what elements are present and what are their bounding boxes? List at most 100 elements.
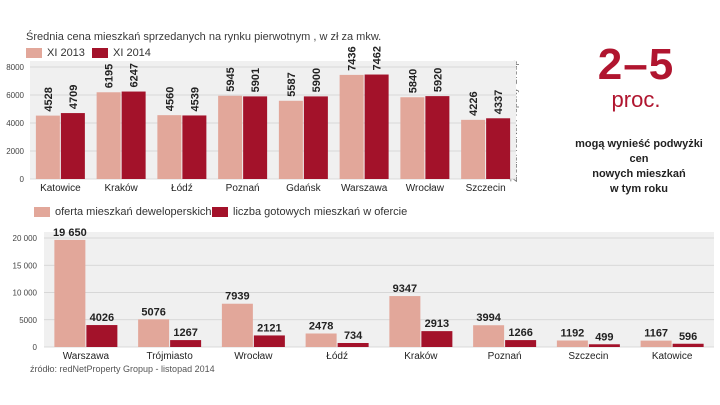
data-label: 1192: [560, 328, 584, 340]
data-label: 4026: [90, 312, 114, 324]
headline-line: mogą wynieść podwyżki cen: [575, 138, 703, 165]
data-label: 6195: [104, 64, 116, 88]
bar: [400, 97, 425, 179]
legend-swatch-2013: [26, 48, 42, 58]
headline-range: 2–5: [597, 40, 675, 89]
category-label: Szczecin: [466, 183, 506, 194]
data-label: 7436: [347, 46, 359, 70]
bar: [86, 325, 118, 347]
bar: [96, 92, 121, 179]
bar: [389, 296, 421, 347]
chart2-legend-ready: liczba gotowych mieszkań w ofercie: [212, 206, 407, 218]
bar: [138, 319, 170, 347]
bar: [243, 96, 268, 179]
bar: [278, 100, 303, 179]
data-label: 734: [344, 330, 363, 342]
y-tick-label: 5000: [19, 316, 37, 325]
category-label: Katowice: [40, 183, 81, 194]
category-label: Poznań: [226, 183, 260, 194]
data-label: 2913: [425, 318, 449, 330]
category-label: Katowice: [652, 351, 693, 362]
chart2-legend-offer-label: oferta mieszkań deweloperskich: [55, 206, 212, 218]
bar: [505, 340, 537, 347]
data-label: 5920: [432, 68, 444, 92]
y-tick-label: 6000: [6, 91, 24, 100]
category-label: Łódź: [326, 351, 348, 362]
bar: [170, 340, 202, 347]
data-label: 7462: [372, 46, 384, 70]
data-label: 4709: [68, 85, 80, 109]
bar: [121, 91, 146, 179]
chart1-legend-2014: XI 2014: [92, 47, 151, 59]
legend-swatch-offer: [34, 207, 50, 217]
category-label: Kraków: [404, 351, 438, 362]
bar: [60, 113, 85, 179]
bar: [588, 344, 620, 347]
bar: [54, 239, 86, 347]
bar: [221, 303, 253, 347]
category-label: Łódź: [171, 183, 193, 194]
y-tick-label: 0: [33, 343, 38, 352]
chart1-legend-2014-label: XI 2014: [113, 47, 151, 59]
bar: [157, 115, 182, 179]
category-label: Wrocław: [406, 183, 445, 194]
data-label: 4560: [164, 87, 176, 111]
headline-line: w tym roku: [609, 183, 669, 195]
y-tick-label: 0: [20, 175, 25, 184]
data-label: 5076: [141, 306, 165, 318]
bar: [35, 115, 60, 179]
data-label: 3994: [476, 312, 501, 324]
bar: [672, 343, 704, 347]
bar: [556, 340, 588, 347]
data-label: 2121: [257, 322, 281, 334]
data-label: 4539: [189, 87, 201, 111]
category-label: Warszawa: [63, 351, 110, 362]
headline-block: 2–5 proc.: [576, 43, 696, 113]
legend-swatch-2014: [92, 48, 108, 58]
bar: [182, 115, 207, 179]
data-label: 4337: [493, 90, 505, 114]
bar: [305, 333, 337, 347]
legend-swatch-ready: [212, 207, 228, 217]
category-label: Warszawa: [341, 183, 388, 194]
y-tick-label: 2000: [6, 147, 24, 156]
data-label: 2478: [309, 320, 333, 332]
data-label: 4528: [43, 87, 55, 111]
data-label: 5945: [225, 67, 237, 91]
data-label: 1266: [508, 327, 532, 339]
y-tick-label: 4000: [6, 119, 24, 128]
category-label: Poznań: [488, 351, 522, 362]
category-label: Wrocław: [234, 351, 273, 362]
bar: [461, 119, 486, 179]
chart1-legend-2013: XI 2013: [26, 47, 85, 59]
data-label: 9347: [393, 283, 417, 295]
bar: [339, 74, 364, 179]
chart2-legend-offer: oferta mieszkań deweloperskich: [34, 206, 212, 218]
y-tick-label: 8000: [6, 63, 24, 72]
bar: [364, 74, 389, 179]
data-label: 4226: [468, 91, 480, 115]
bar: [421, 331, 453, 347]
category-label: Kraków: [104, 183, 138, 194]
data-label: 5901: [250, 68, 262, 92]
bar: [473, 325, 505, 347]
chart2-legend-ready-label: liczba gotowych mieszkań w ofercie: [233, 206, 408, 218]
y-tick-label: 15 000: [13, 261, 38, 270]
chart1-title: Średnia cena mieszkań sprzedanych na ryn…: [26, 31, 382, 43]
data-label: 6247: [129, 63, 141, 87]
headline-unit: proc.: [611, 87, 661, 112]
data-label: 499: [595, 331, 613, 343]
data-label: 19 650: [53, 227, 87, 239]
headline-subtext: mogą wynieść podwyżki cen nowych mieszka…: [566, 137, 712, 197]
data-label: 1267: [173, 327, 197, 339]
headline-line: nowych mieszkań: [592, 168, 686, 180]
data-label: 596: [679, 331, 697, 343]
bar: [303, 96, 328, 179]
bar: [425, 96, 450, 179]
y-tick-label: 20 000: [13, 234, 38, 243]
data-label: 5900: [311, 68, 323, 92]
chart1-legend-2013-label: XI 2013: [47, 47, 85, 59]
chart2-source: źródło: redNetProperty Gropup - listopad…: [30, 364, 215, 374]
